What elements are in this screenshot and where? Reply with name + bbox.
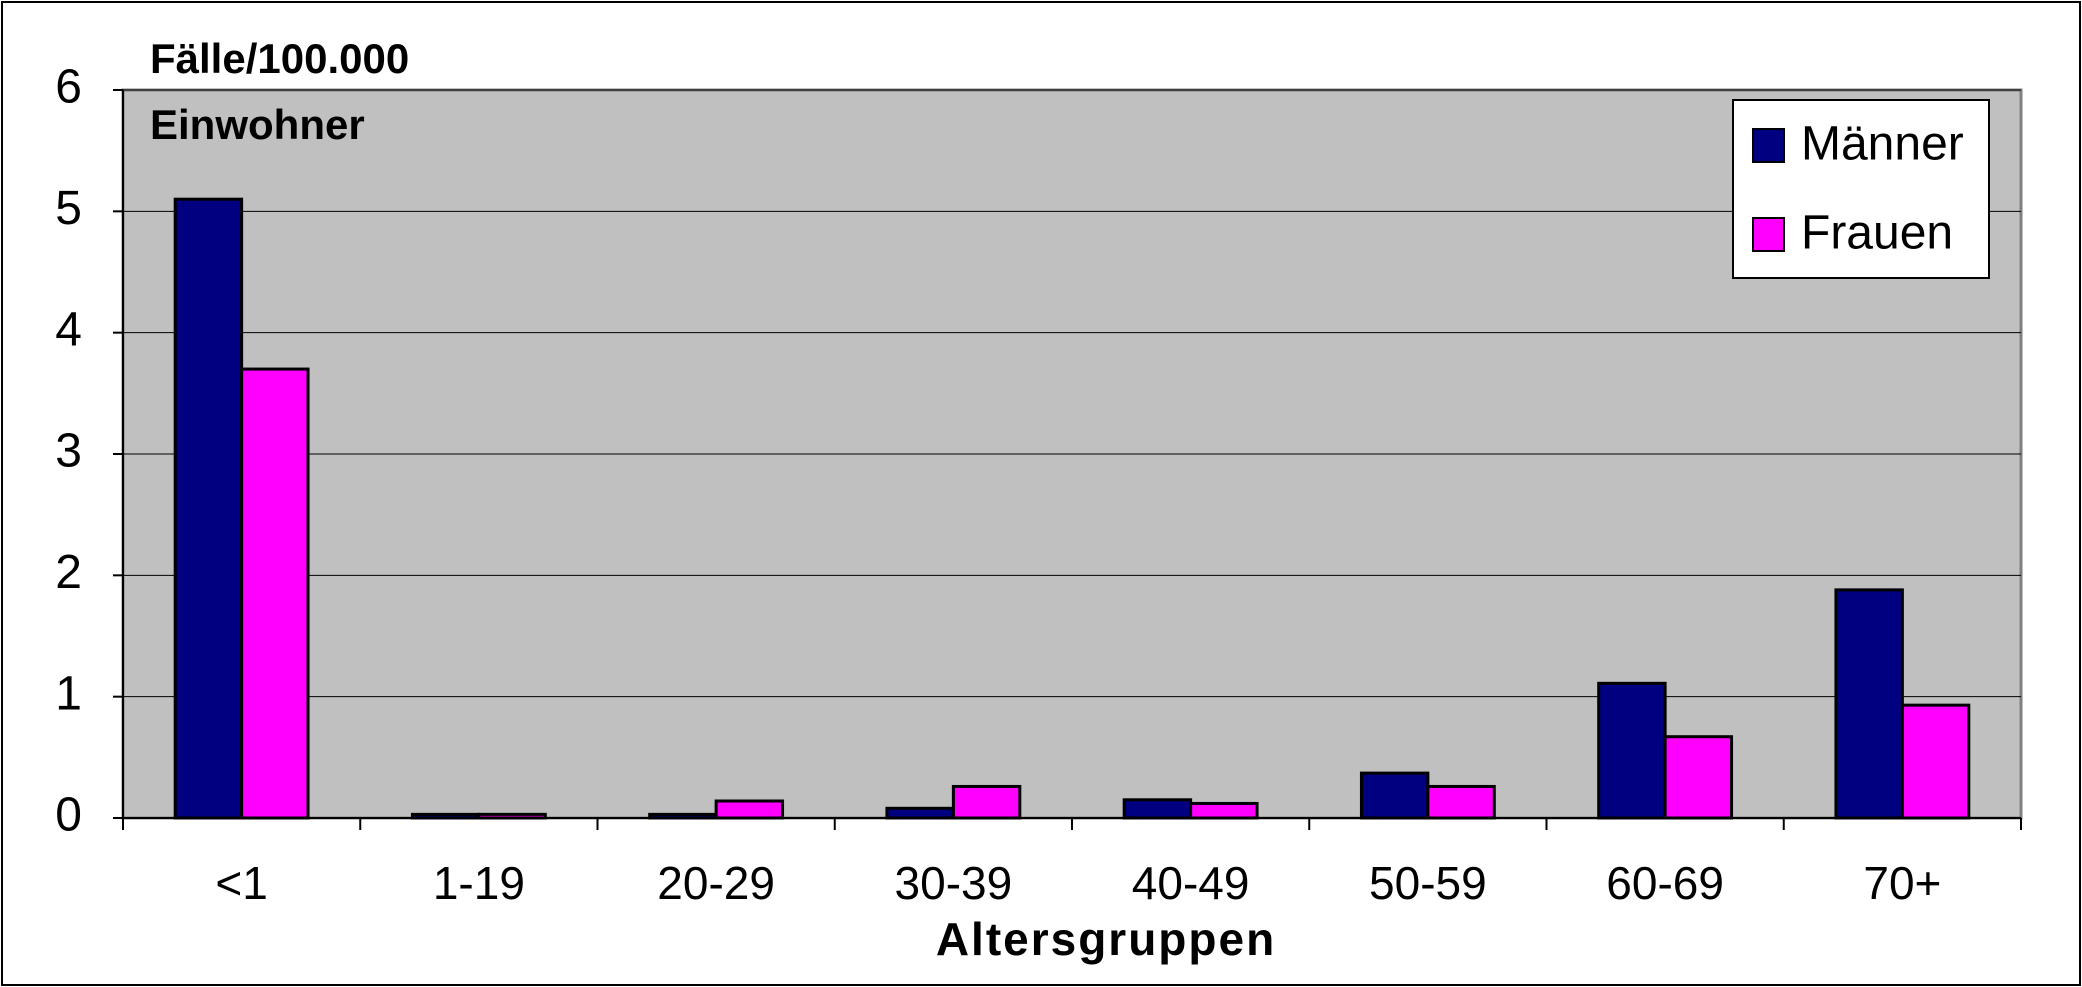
y-tick-label: 5 [55, 182, 82, 235]
bar [477, 812, 547, 820]
bar [410, 812, 481, 820]
x-tick-label: 70+ [1863, 857, 1941, 909]
legend-swatch [1752, 128, 1785, 163]
x-tick-label: 40-49 [1132, 857, 1250, 909]
bar [648, 812, 718, 820]
x-tick-label: <1 [215, 857, 267, 909]
y-tick-label: 4 [55, 303, 82, 356]
bar [1122, 798, 1193, 820]
y-tick-label: 3 [55, 425, 82, 478]
bar [951, 784, 1022, 820]
x-tick-label: 50-59 [1369, 857, 1487, 909]
x-tick-label: 1-19 [433, 857, 525, 909]
x-axis-title: Altersgruppen [936, 913, 1276, 965]
bar [1834, 588, 1904, 820]
y-tick-label: 1 [55, 667, 82, 720]
legend-label: Männer [1801, 118, 1964, 171]
bar [1900, 703, 1971, 820]
bar [1189, 801, 1259, 820]
bar [714, 799, 785, 820]
y-tick-label: 0 [55, 789, 82, 842]
x-tick-label: 30-39 [895, 857, 1013, 909]
y-tick-label: 6 [55, 61, 82, 114]
bar [1359, 771, 1430, 820]
bar [1663, 735, 1734, 820]
y-tick-label: 2 [55, 546, 82, 599]
x-tick-label: 20-29 [657, 857, 775, 909]
bar [173, 197, 244, 820]
legend-swatch [1752, 217, 1785, 252]
bar [240, 367, 310, 820]
y-axis-title: Fälle/100.000 Einwohner [150, 35, 410, 148]
bar [885, 806, 955, 820]
bar [1597, 681, 1667, 820]
legend-label: Frauen [1801, 207, 1953, 260]
x-tick-label: 60-69 [1606, 857, 1724, 909]
bar [1426, 784, 1496, 820]
